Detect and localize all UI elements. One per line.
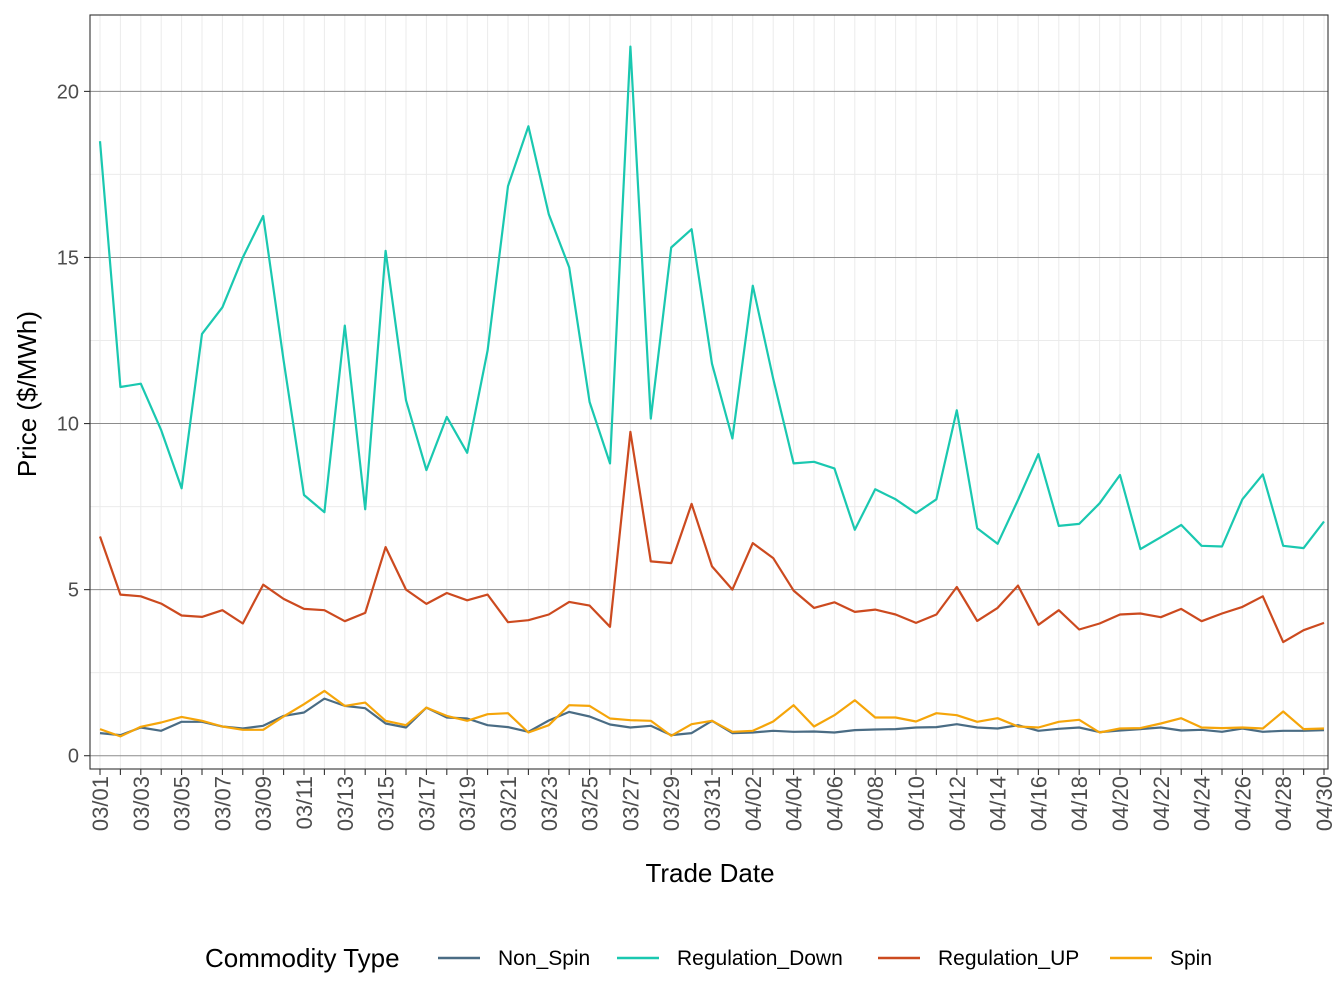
x-tick-label: 03/21 <box>496 776 521 831</box>
x-tick-label: 03/17 <box>414 776 439 831</box>
x-tick-label: 04/02 <box>741 776 766 831</box>
legend-label-spin: Spin <box>1170 947 1212 970</box>
legend-title: Commodity Type <box>205 943 400 973</box>
x-tick-label: 03/01 <box>88 776 113 831</box>
x-axis-title: Trade Date <box>645 858 774 888</box>
legend-label-regulation-down: Regulation_Down <box>677 947 843 970</box>
legend: Commodity Type Non_Spin Regulation_Down Re… <box>205 943 1212 973</box>
y-tick-label: 10 <box>57 414 79 436</box>
x-tick-label: 04/30 <box>1312 776 1337 831</box>
x-tick-label: 03/09 <box>251 776 276 831</box>
x-tick-label: 04/28 <box>1271 776 1296 831</box>
series-line-spin <box>99 689 1325 738</box>
x-tick-label: 03/05 <box>170 776 195 831</box>
panel-border <box>89 14 1329 770</box>
x-tick-label: 03/29 <box>659 776 684 831</box>
x-tick-label: 03/31 <box>700 776 725 831</box>
series-lines <box>98 45 1325 738</box>
series-line-regulation-up <box>98 430 1325 644</box>
legend-label-regulation-up: Regulation_UP <box>938 947 1079 970</box>
x-tick-label: 03/15 <box>374 776 399 831</box>
x-tick-label: 04/16 <box>1026 776 1051 831</box>
x-tick-label: 03/23 <box>537 776 562 831</box>
x-tick-label: 04/12 <box>945 776 970 831</box>
series-line-regulation-down <box>98 45 1325 551</box>
legend-label-non-spin: Non_Spin <box>498 947 590 970</box>
x-tick-label: 04/06 <box>822 776 847 831</box>
x-tick-label: 04/10 <box>904 776 929 831</box>
x-tick-label: 04/22 <box>1149 776 1174 831</box>
grid-minor <box>90 15 1328 769</box>
x-tick-label: 03/07 <box>210 776 235 831</box>
x-tick-label: 04/24 <box>1190 776 1215 831</box>
x-tick-label: 03/25 <box>578 776 603 831</box>
y-tick-label: 5 <box>68 580 79 602</box>
x-tick-label: 03/19 <box>455 776 480 831</box>
x-tick-label: 03/03 <box>129 776 154 831</box>
x-axis: 03/01 03/03 03/05 03/07 03/09 03/11 03/13 03/15… <box>88 769 1337 831</box>
y-axis-title: Price ($/MWh) <box>12 311 42 477</box>
x-tick-label: 04/20 <box>1108 776 1133 831</box>
x-tick-label: 03/27 <box>618 776 643 831</box>
y-axis: 0 5 10 15 20 <box>57 81 90 768</box>
x-tick-label: 03/11 <box>292 776 317 829</box>
x-tick-label: 04/08 <box>863 776 888 831</box>
x-tick-label: 04/26 <box>1230 776 1255 831</box>
x-tick-label: 03/13 <box>333 776 358 831</box>
x-tick-label: 04/14 <box>986 776 1011 831</box>
y-tick-label: 20 <box>57 81 79 103</box>
y-tick-label: 0 <box>68 746 79 768</box>
grid-major <box>90 90 1328 757</box>
x-tick-label: 04/04 <box>782 776 807 831</box>
y-tick-label: 15 <box>57 247 79 269</box>
x-tick-label: 04/18 <box>1067 776 1092 831</box>
